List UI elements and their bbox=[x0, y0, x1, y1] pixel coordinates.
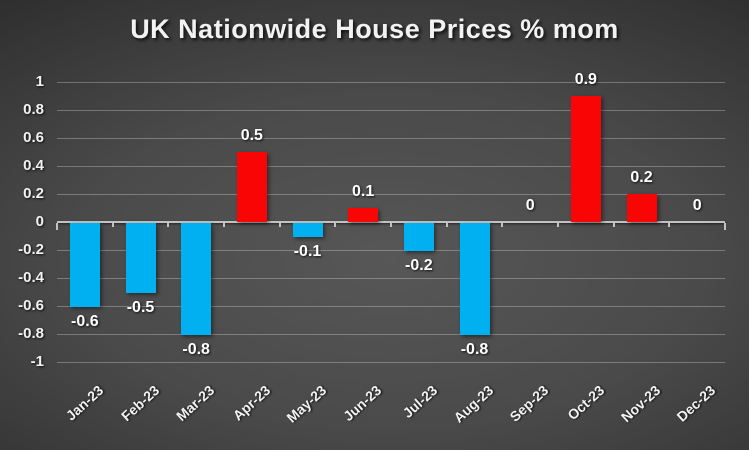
axis-tick-mark bbox=[445, 223, 448, 227]
x-axis-label-sep-23: Sep-23 bbox=[506, 382, 552, 425]
bar-may-23 bbox=[292, 223, 323, 237]
bar-mar-23 bbox=[181, 223, 212, 335]
axis-tick-mark bbox=[557, 223, 559, 227]
gridline bbox=[57, 362, 725, 363]
gridline bbox=[57, 82, 725, 83]
axis-tick-mark bbox=[612, 223, 615, 227]
bar-aug-23 bbox=[459, 223, 490, 335]
y-axis: 1 0.8 0.6 0.4 0.2 0 -0.2 -0.4 -0.6 -0.8 -1 bbox=[0, 73, 44, 370]
x-axis: Jan-23 Feb-23 Mar-23 Apr-23 May-23 Jun-23 Jul-… bbox=[57, 362, 725, 450]
gridline bbox=[57, 306, 725, 307]
axis-tick-mark bbox=[56, 223, 58, 230]
bar-nov-23 bbox=[626, 194, 657, 222]
axis-tick-mark bbox=[223, 223, 225, 227]
bar-jan-23 bbox=[69, 223, 100, 307]
value-label-mar-23: -0.8 bbox=[182, 341, 210, 358]
axis-tick-mark bbox=[724, 223, 726, 230]
y-axis-tick-label: -0.8 bbox=[18, 325, 44, 342]
x-axis-label-jun-23: Jun-23 bbox=[340, 382, 385, 425]
bar-apr-23 bbox=[236, 152, 267, 222]
y-axis-tick-label: 1 bbox=[35, 73, 44, 90]
value-label-aug-23: -0.8 bbox=[460, 341, 489, 358]
gridline bbox=[57, 334, 725, 335]
y-axis-tick-label: -0.6 bbox=[18, 297, 44, 314]
value-label-may-23: -0.1 bbox=[293, 243, 322, 260]
chart-title: UK Nationwide House Prices % mom bbox=[130, 14, 619, 44]
y-axis-tick-label: -0.4 bbox=[18, 269, 44, 286]
x-axis-label-feb-23: Feb-23 bbox=[117, 382, 162, 425]
value-label-dec-23: 0 bbox=[692, 197, 702, 214]
value-label-jun-23: 0.1 bbox=[352, 183, 375, 200]
axis-tick-mark bbox=[167, 223, 170, 227]
gridline bbox=[57, 250, 725, 251]
plot-area: -0.6 -0.5 -0.8 0.5 -0.1 0.1 -0.2 -0.8 0 0.9 0.2 0 bbox=[56, 71, 726, 363]
x-axis-label-mar-23: Mar-23 bbox=[173, 382, 218, 425]
value-label-oct-23: 0.9 bbox=[574, 71, 597, 88]
gridline bbox=[57, 138, 725, 139]
gridline bbox=[57, 110, 725, 111]
value-label-jan-23: -0.6 bbox=[71, 313, 99, 330]
y-axis-tick-label: 0 bbox=[35, 213, 44, 230]
y-axis-tick-label: 0.2 bbox=[23, 185, 44, 202]
x-axis-line bbox=[57, 221, 725, 223]
x-axis-label-oct-23: Oct-23 bbox=[564, 382, 608, 424]
axis-tick-mark bbox=[278, 223, 281, 227]
bar-oct-23 bbox=[570, 96, 601, 222]
axis-tick-mark bbox=[390, 223, 392, 227]
y-axis-tick-label: 0.6 bbox=[23, 129, 44, 146]
axis-tick-mark bbox=[111, 223, 114, 227]
y-axis-tick-label: -0.2 bbox=[18, 241, 44, 258]
x-axis-label-jul-23: Jul-23 bbox=[399, 382, 441, 422]
bar-feb-23 bbox=[125, 223, 156, 293]
x-axis-label-aug-23: Aug-23 bbox=[449, 382, 496, 426]
axis-tick-mark bbox=[501, 223, 504, 227]
value-label-nov-23: 0.2 bbox=[630, 169, 653, 186]
y-axis-tick-label: -1 bbox=[30, 353, 44, 370]
bar-jun-23 bbox=[348, 208, 379, 222]
x-axis-label-nov-23: Nov-23 bbox=[617, 382, 663, 426]
gridline bbox=[57, 278, 725, 279]
x-axis-label-jan-23: Jan-23 bbox=[62, 382, 107, 424]
x-axis-label-apr-23: Apr-23 bbox=[229, 382, 274, 424]
gridline bbox=[57, 194, 725, 195]
bar-jul-23 bbox=[403, 223, 434, 251]
x-axis-label-may-23: May-23 bbox=[282, 382, 329, 426]
value-label-apr-23: 0.5 bbox=[240, 127, 263, 144]
x-axis-label-dec-23: Dec-23 bbox=[673, 382, 719, 425]
value-label-feb-23: -0.5 bbox=[126, 299, 155, 316]
gridline bbox=[57, 166, 725, 167]
axis-tick-mark bbox=[668, 223, 671, 227]
y-axis-tick-label: 0.4 bbox=[23, 157, 44, 174]
value-label-jul-23: -0.2 bbox=[405, 257, 433, 274]
value-label-sep-23: 0 bbox=[525, 197, 535, 214]
y-axis-tick-label: 0.8 bbox=[23, 101, 44, 118]
axis-tick-mark bbox=[334, 223, 337, 227]
